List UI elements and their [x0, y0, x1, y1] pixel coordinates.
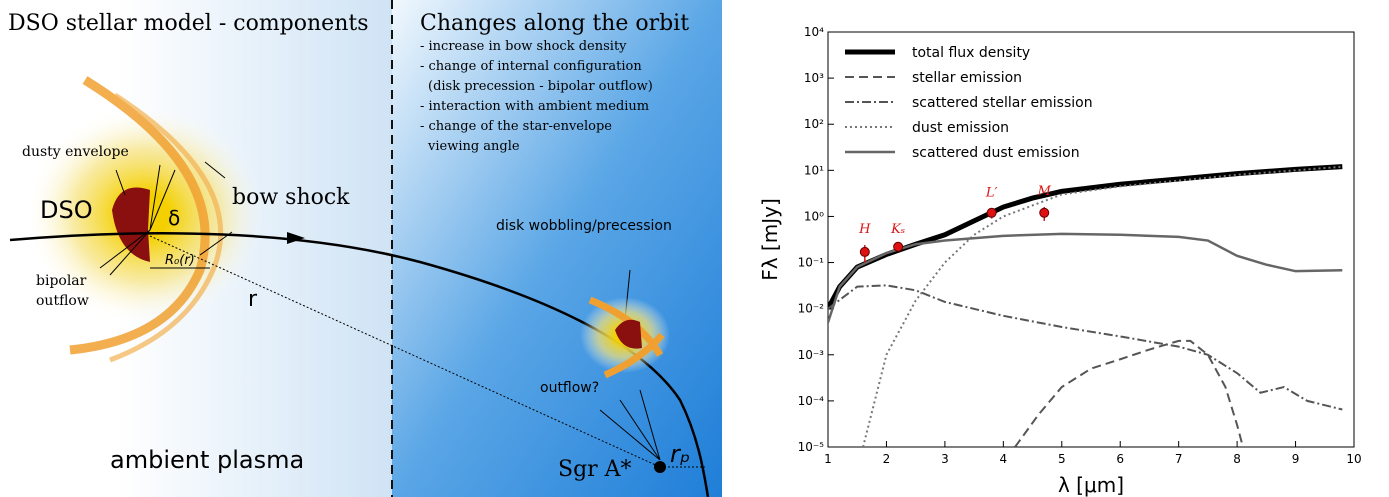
- y-axis-label: Fλ [mJy]: [758, 198, 782, 281]
- x-tick-label: 8: [1233, 452, 1241, 466]
- list-item: - change of the star-envelope: [420, 119, 612, 134]
- label: bipolar: [36, 273, 87, 289]
- series-line: [1014, 339, 1244, 447]
- y-tick-label: 10⁻⁴: [798, 394, 825, 408]
- data-point: [859, 246, 870, 257]
- diagram: DSO stellar model - components Changes a…: [0, 0, 722, 497]
- plot-frame: [827, 31, 1355, 448]
- x-tick-label: 3: [941, 452, 949, 466]
- series-line: [828, 232, 1343, 323]
- label: R₀(r): [165, 253, 195, 268]
- label: r: [248, 287, 258, 312]
- bow-shock: [109, 92, 224, 363]
- point-label: Kₛ: [890, 222, 905, 237]
- y-tick-label: 10⁻²: [798, 302, 825, 316]
- x-tick-label: 7: [1175, 452, 1183, 466]
- x-tick-label: 2: [883, 452, 891, 466]
- label: rₚ: [670, 440, 690, 468]
- list-item: - change of internal configuration: [420, 59, 642, 74]
- label: disk wobbling/precession: [496, 218, 672, 234]
- label: dusty envelope: [22, 144, 129, 160]
- point-label: L′: [985, 185, 998, 200]
- point-label: M: [1037, 184, 1052, 199]
- bow-shock: [69, 76, 210, 355]
- data-point: [1039, 207, 1050, 218]
- label: ambient plasma: [110, 446, 304, 474]
- legend-label: dust emission: [912, 120, 1009, 136]
- list-item: viewing angle: [427, 139, 520, 154]
- y-tick-label: 10²: [804, 117, 824, 131]
- data-point: [986, 207, 997, 218]
- arrows: [99, 161, 661, 461]
- chart: 1 2 3 4 5 6 7 8 9 10 10⁻⁵ 10⁻⁴ 10⁻³ 10⁻² 10⁻¹ 10⁰ 10¹ 10²…: [758, 25, 1362, 497]
- label: δ: [168, 206, 180, 230]
- data-point: [893, 241, 904, 252]
- x-axis-label: λ [μm]: [1058, 473, 1124, 497]
- list-item: - interaction with ambient medium: [420, 99, 649, 114]
- x-tick-label: 1: [824, 452, 832, 466]
- y-tick-label: 10⁻³: [798, 348, 825, 362]
- point-label: H: [858, 222, 871, 237]
- changes-list: - increase in bow shock density - change …: [420, 39, 653, 154]
- y-tick-label: 10¹: [804, 163, 824, 177]
- list-item: (disk precession - bipolar outflow): [428, 79, 653, 94]
- radius-line: [149, 235, 661, 468]
- legend-label: total flux density: [912, 45, 1030, 61]
- series-line: [828, 164, 1343, 310]
- y-tick-label: 10⁴: [804, 25, 824, 39]
- legend-label: scattered stellar emission: [912, 95, 1093, 111]
- x-tick-label: 6: [1116, 452, 1124, 466]
- label: outflow?: [540, 380, 599, 396]
- label: Sgr A*: [558, 457, 632, 482]
- sgr-a-star: [654, 461, 666, 473]
- series-line: [828, 284, 1343, 411]
- dso-envelope: [615, 319, 642, 349]
- orbit-arrow: [287, 232, 305, 244]
- label: DSO: [40, 196, 93, 224]
- panel-title: Changes along the orbit: [420, 11, 689, 36]
- label: bow shock: [232, 185, 350, 210]
- x-tick-label: 5: [1058, 452, 1066, 466]
- series-line: [862, 165, 1343, 447]
- y-tick-label: 10⁻¹: [798, 256, 825, 270]
- x-tick-label: 10: [1346, 452, 1361, 466]
- x-tick-label: 4: [1000, 452, 1008, 466]
- y-tick-label: 10⁻⁵: [798, 440, 825, 454]
- background: [392, 0, 722, 497]
- label: outflow: [36, 293, 89, 309]
- legend-label: scattered dust emission: [912, 145, 1080, 161]
- dso-envelope: [112, 187, 150, 262]
- y-tick-label: 10⁰: [804, 209, 824, 223]
- x-tick-label: 9: [1292, 452, 1300, 466]
- legend-label: stellar emission: [912, 70, 1022, 86]
- y-tick-label: 10³: [804, 71, 824, 85]
- panel-title: DSO stellar model - components: [8, 11, 369, 36]
- list-item: - increase in bow shock density: [420, 39, 627, 54]
- orbit: [9, 232, 710, 497]
